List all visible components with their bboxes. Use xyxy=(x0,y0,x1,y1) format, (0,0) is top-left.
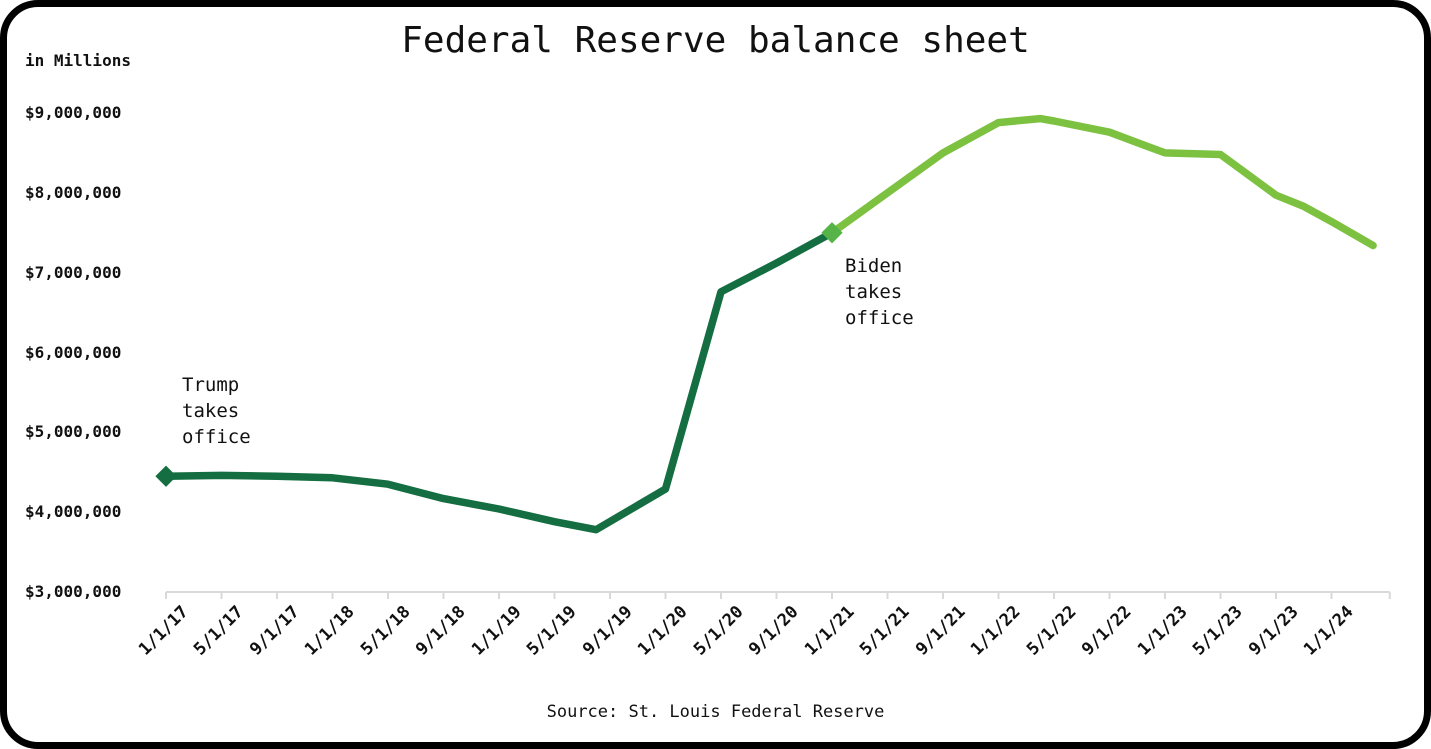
x-axis-tick-label: 1/1/19 xyxy=(467,602,526,660)
x-axis-tick-label: 5/1/21 xyxy=(856,602,914,660)
x-axis-tick-label: 1/1/17 xyxy=(134,602,193,660)
x-axis-tick-label: 9/1/22 xyxy=(1078,602,1136,660)
chart-title: Federal Reserve balance sheet xyxy=(401,20,1030,61)
x-axis-tick-label: 9/1/23 xyxy=(1244,602,1303,660)
y-axis-tick-label: $7,000,000 xyxy=(25,262,122,282)
x-axis-tick-label: 5/1/17 xyxy=(190,602,248,660)
x-axis-tick-label: 9/1/17 xyxy=(245,602,304,660)
x-axis-tick-label: 5/1/22 xyxy=(1022,602,1081,660)
biden-marker xyxy=(821,222,843,244)
y-axis-tick-label: $8,000,000 xyxy=(25,182,122,202)
x-axis-tick-label: 1/1/20 xyxy=(634,602,692,660)
x-axis-tick-label: 9/1/18 xyxy=(412,602,470,660)
y-axis-tick-label: $4,000,000 xyxy=(25,502,122,522)
x-axis-tick-label: 1/1/21 xyxy=(800,602,859,660)
y-axis-tick-label: $3,000,000 xyxy=(25,582,122,601)
x-axis-tick-label: 5/1/18 xyxy=(356,602,415,660)
trump-line-series xyxy=(162,229,836,534)
y-axis-tick-label: $9,000,000 xyxy=(25,103,122,122)
y-axis-tick-label: $5,000,000 xyxy=(25,422,122,442)
y-axis-tick-label: $6,000,000 xyxy=(25,342,122,362)
x-axis-tick-label: 1/1/18 xyxy=(301,602,359,660)
x-axis-tick-label: 5/1/23 xyxy=(1189,602,1247,660)
trump-takes-office-annotation: Trump takes office xyxy=(182,374,251,449)
biden-line-series xyxy=(828,114,1377,250)
y-axis-unit-label: in Millions xyxy=(25,51,131,70)
x-axis-tick-label: 5/1/19 xyxy=(523,602,581,660)
x-axis-tick-label: 9/1/19 xyxy=(578,602,637,660)
biden-takes-office-annotation: Biden takes office xyxy=(845,254,914,329)
x-axis-tick-label: 5/1/20 xyxy=(689,602,748,660)
x-axis-tick-label: 9/1/21 xyxy=(911,602,970,660)
x-axis-tick-label: 1/1/22 xyxy=(967,602,1025,660)
source-caption: Source: St. Louis Federal Reserve xyxy=(546,702,885,722)
x-axis-tick-label: 1/1/23 xyxy=(1133,602,1192,660)
x-axis-tick-label: 1/1/24 xyxy=(1300,602,1358,660)
x-axis-tick-label: 9/1/20 xyxy=(745,602,803,660)
